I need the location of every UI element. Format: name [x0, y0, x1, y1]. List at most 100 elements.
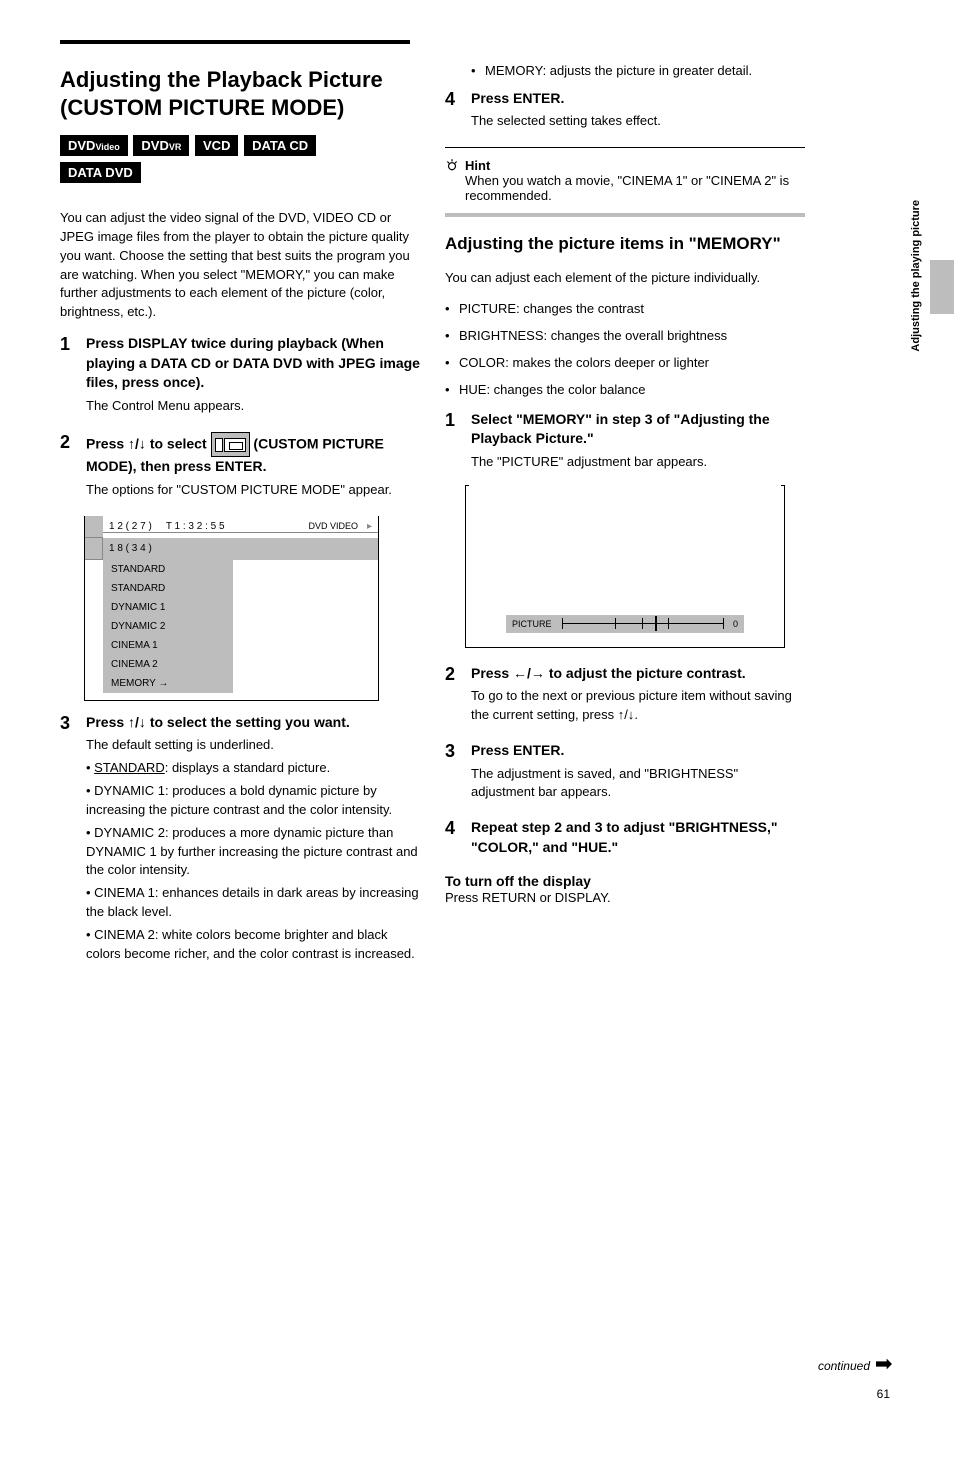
hint-label: Hint: [465, 158, 490, 173]
picture-bar-marker: [655, 616, 657, 631]
leftright-icon: ←/→: [513, 665, 545, 681]
step-1: 1 Press DISPLAY twice during playback (W…: [60, 334, 420, 416]
mstep-1-b: The "PICTURE" adjustment bar appears.: [471, 453, 805, 472]
menu-row-2: 1 8 ( 3 4 ): [85, 538, 378, 560]
opt-cinema1: • CINEMA 1: enhances details in dark are…: [86, 884, 420, 922]
mstep-3-b: The adjustment is saved, and "BRIGHTNESS…: [471, 765, 805, 803]
opt-memory: • MEMORY: adjusts the picture in greater…: [471, 62, 805, 81]
submenu-item: MEMORY: [103, 674, 233, 693]
mstep-1-body: Select "MEMORY" in step 3 of "Adjusting …: [471, 410, 805, 472]
divider: [445, 147, 805, 148]
control-menu-diagram: 1 2 ( 2 7 ) T 1 : 3 2 : 5 5 ▸ DVD VIDEO …: [84, 516, 379, 701]
step-1-num: 1: [60, 334, 86, 416]
submenu-item: DYNAMIC 1: [103, 598, 233, 617]
step-2-num: 2: [60, 432, 86, 500]
step-4-body: Press ENTER. The selected setting takes …: [471, 89, 661, 131]
mstep-2-a1: Press: [471, 665, 513, 681]
mstep-4-line: Repeat step 2 and 3 to adjust "BRIGHTNES…: [471, 819, 778, 855]
badge-vcd: VCD: [195, 135, 238, 156]
menu-row-1: 1 2 ( 2 7 ) T 1 : 3 2 : 5 5 ▸ DVD VIDEO: [85, 516, 378, 538]
opt-memory-desc: : adjusts the picture in greater detail.: [543, 63, 753, 78]
mstep-3-a: Press ENTER.: [471, 742, 564, 758]
mstep-3-body: Press ENTER. The adjustment is saved, an…: [471, 741, 805, 802]
step-3: 3 Press ↑/↓ to select the setting you wa…: [60, 713, 420, 964]
mstep-4-num: 4: [445, 818, 471, 857]
menu-submenu: STANDARD STANDARD DYNAMIC 1 DYNAMIC 2 CI…: [103, 560, 233, 693]
title-main: Adjusting the Playback Picture: [60, 67, 383, 92]
continued-label: continued: [818, 1359, 870, 1373]
item-color: •COLOR: makes the colors deeper or light…: [445, 354, 805, 373]
picture-bar-value: 0: [733, 619, 744, 629]
mstep-3: 3 Press ENTER. The adjustment is saved, …: [445, 741, 805, 802]
opt-standard: • STANDARD: displays a standard picture.: [86, 759, 420, 778]
step-2-body: Press ↑/↓ to select (CUSTOM PICTURE MODE…: [86, 432, 420, 500]
mstep-2-a2: to adjust the picture contrast.: [545, 665, 746, 681]
updown-icon: ↑/↓: [618, 707, 635, 722]
badge-datadvd: DATA DVD: [60, 162, 141, 183]
step-3-num: 3: [60, 713, 86, 964]
format-badges: DVDVideo DVDVR VCD DATA CD DATA DVD: [60, 135, 420, 189]
menu-time: T 1 : 3 2 : 5 5: [166, 521, 225, 532]
step-4-line: Press ENTER.: [471, 90, 564, 106]
opt-dynamic2: • DYNAMIC 2: produces a more dynamic pic…: [86, 824, 420, 881]
right-column: • MEMORY: adjusts the picture in greater…: [445, 62, 805, 920]
badge-datacd: DATA CD: [244, 135, 316, 156]
picture-bar-figure: PICTURE 0: [465, 488, 785, 648]
mstep-1: 1 Select "MEMORY" in step 3 of "Adjustin…: [445, 410, 805, 472]
updown-icon: ↑/↓: [128, 435, 146, 451]
submenu-item: STANDARD: [103, 560, 233, 579]
mstep-2-body: Press ←/→ to adjust the picture contrast…: [471, 664, 805, 725]
title-sub: (CUSTOM PICTURE MODE): [60, 95, 344, 120]
step-3-sub: The default setting is underlined.: [86, 736, 420, 755]
badge-dvdvideo: DVDVideo: [60, 135, 128, 156]
menu-r1-right: DVD VIDEO: [308, 521, 358, 531]
play-icon: ▸: [367, 521, 372, 532]
step-2-b: to select: [146, 435, 211, 451]
turnoff-body: Press RETURN or DISPLAY.: [445, 889, 805, 908]
opt-cinema2: • CINEMA 2: white colors become brighter…: [86, 926, 420, 964]
hint-body: When you watch a movie, "CINEMA 1" or "C…: [465, 173, 805, 203]
mstep-1-num: 1: [445, 410, 471, 472]
step-4: 4 Press ENTER. The selected setting take…: [445, 89, 805, 131]
mstep-1-a: Select "MEMORY" in step 3 of "Adjusting …: [471, 411, 770, 447]
page-title: Adjusting the Playback Picture (CUSTOM P…: [60, 66, 420, 121]
section-rule: [60, 40, 410, 44]
submenu-item: CINEMA 2: [103, 655, 233, 674]
item-hue: •HUE: changes the color balance: [445, 381, 805, 400]
opt-memory-label: MEMORY: [485, 63, 543, 78]
mstep-3-num: 3: [445, 741, 471, 802]
side-tab-label: Adjusting the playing picture: [910, 200, 922, 352]
left-column: Adjusting the Playback Picture (CUSTOM P…: [60, 40, 420, 980]
item-brightness: •BRIGHTNESS: changes the overall brightn…: [445, 327, 805, 346]
step-2-a: Press: [86, 435, 128, 451]
updown-icon: ↑/↓: [128, 714, 146, 730]
step-2-sub: The options for "CUSTOM PICTURE MODE" ap…: [86, 481, 420, 500]
step-3-a: Press: [86, 714, 128, 730]
step-1-line: Press DISPLAY twice during playback (Whe…: [86, 335, 420, 390]
submenu-item: DYNAMIC 2: [103, 617, 233, 636]
mstep-4-body: Repeat step 2 and 3 to adjust "BRIGHTNES…: [471, 818, 805, 857]
step-4-sub: The selected setting takes effect.: [471, 112, 661, 131]
side-tab: [930, 260, 954, 314]
memory-intro: You can adjust each element of the pictu…: [445, 269, 805, 288]
menu-icon: [211, 432, 250, 458]
memory-section-title: Adjusting the picture items in "MEMORY": [445, 233, 805, 255]
intro-text: You can adjust the video signal of the D…: [60, 209, 420, 322]
step-3-body: Press ↑/↓ to select the setting you want…: [86, 713, 420, 964]
step-3-b: to select the setting you want.: [146, 714, 350, 730]
submenu-item: CINEMA 1: [103, 636, 233, 655]
step-4-num: 4: [445, 89, 471, 131]
opt-dynamic1: • DYNAMIC 1: produces a bold dynamic pic…: [86, 782, 420, 820]
picture-bar: PICTURE 0: [506, 615, 744, 633]
mstep-4: 4 Repeat step 2 and 3 to adjust "BRIGHTN…: [445, 818, 805, 857]
menu-r2-left: 1 8 ( 3 4 ): [109, 543, 152, 554]
badge-dvdvr: DVDVR: [133, 135, 189, 156]
submenu-item: STANDARD: [103, 579, 233, 598]
mstep-2-b: To go to the next or previous picture it…: [471, 687, 805, 725]
step-1-body: Press DISPLAY twice during playback (Whe…: [86, 334, 420, 416]
mstep-2: 2 Press ←/→ to adjust the picture contra…: [445, 664, 805, 725]
memory-items: •PICTURE: changes the contrast •BRIGHTNE…: [445, 300, 805, 399]
step-2: 2 Press ↑/↓ to select (CUSTOM PICTURE MO…: [60, 432, 420, 500]
section-divider: [445, 213, 805, 217]
picture-bar-label: PICTURE: [506, 619, 552, 629]
